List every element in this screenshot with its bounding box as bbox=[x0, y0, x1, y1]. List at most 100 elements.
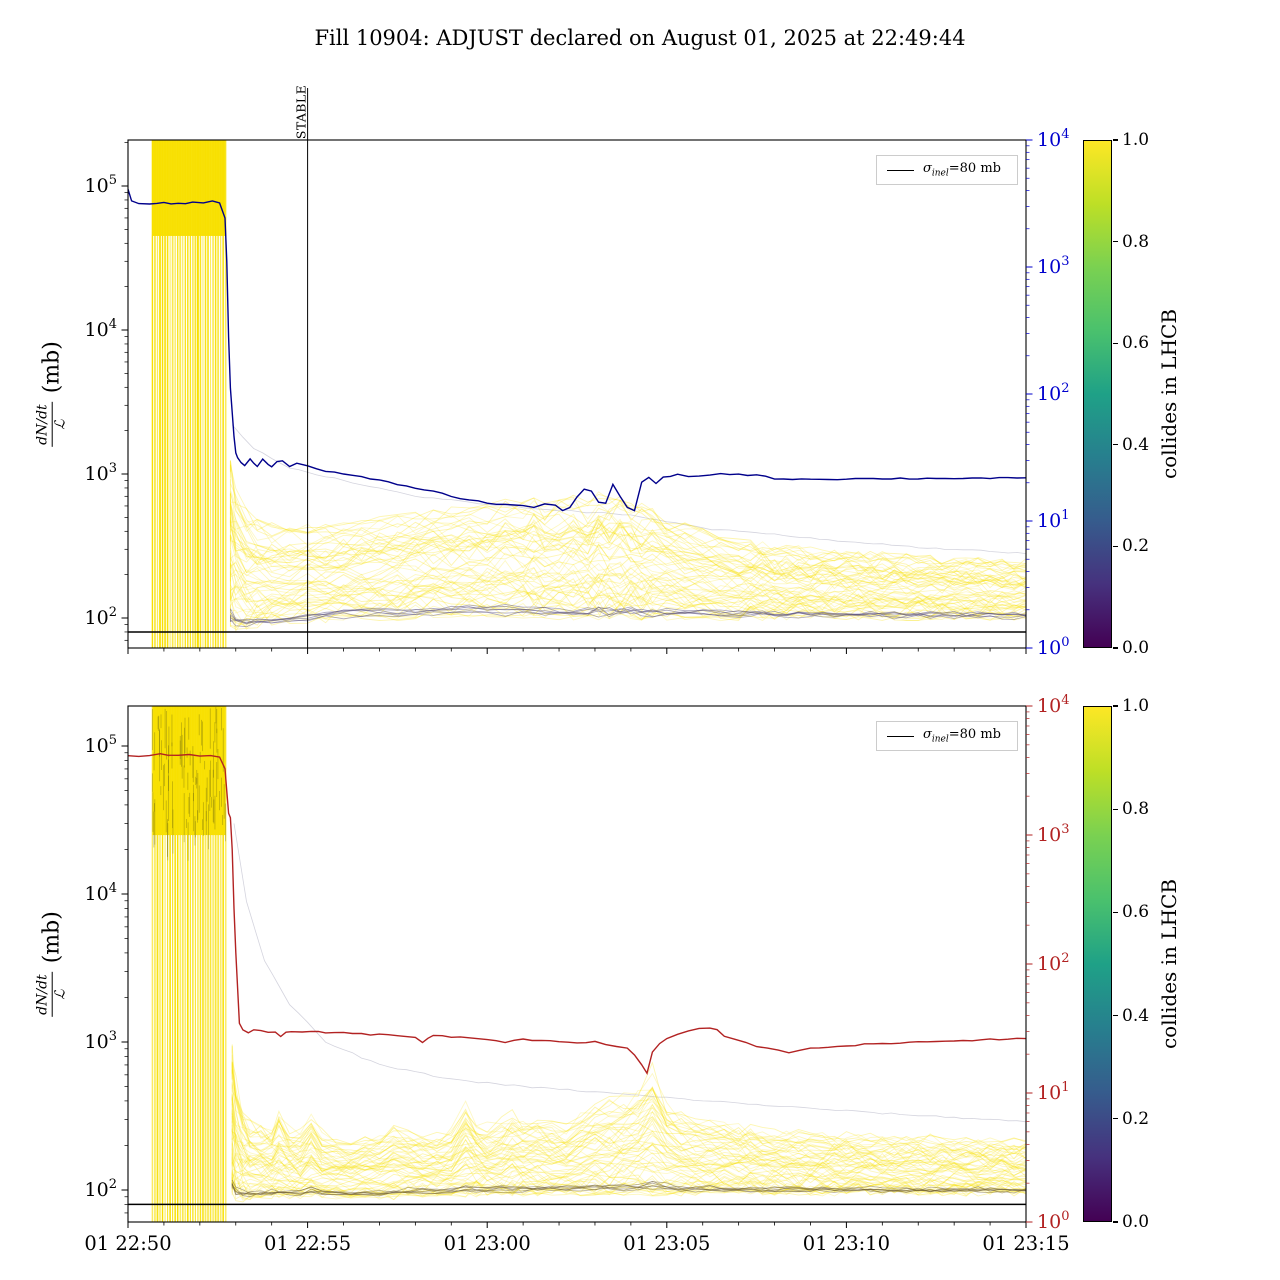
bundle-trace bbox=[229, 538, 1026, 595]
dndt-over-lumi-fraction: dN/dt ℒ bbox=[34, 972, 70, 1017]
right-y-tick-label: 102 bbox=[1037, 951, 1069, 975]
bundle-trace bbox=[229, 461, 1026, 570]
top-plot-data bbox=[128, 140, 1026, 648]
colorbar-tick-label: 1.0 bbox=[1122, 130, 1150, 150]
bundle-trace bbox=[231, 1141, 1026, 1181]
bundle-trace bbox=[229, 460, 1026, 570]
bundle-trace bbox=[229, 562, 1026, 610]
bundle-trace bbox=[229, 584, 1026, 617]
bundle-trace bbox=[231, 1137, 1026, 1187]
bottom-plot-axes: 01 22:50 01 22:55 01 23:00 01 23:05 01 23:10… bbox=[84, 693, 1069, 1255]
bundle-trace bbox=[231, 1160, 1026, 1187]
colorbar-tick-mark bbox=[1113, 1015, 1118, 1017]
right-y-tick-label: 101 bbox=[1037, 1080, 1069, 1104]
bundle-trace bbox=[231, 1120, 1026, 1175]
bundle-trace bbox=[229, 577, 1026, 612]
bundle-trace bbox=[229, 577, 1026, 614]
colorbar-tick-mark bbox=[1113, 444, 1118, 446]
bundle-trace bbox=[229, 460, 1026, 570]
bundle-trace bbox=[229, 562, 1026, 604]
bundle-trace bbox=[229, 566, 1026, 605]
bundle-trace bbox=[229, 491, 1026, 578]
bundle-trace bbox=[229, 493, 1026, 584]
right-y-tick-label: 104 bbox=[1037, 127, 1069, 151]
bundle-trace bbox=[231, 1061, 1026, 1151]
bundle-trace bbox=[229, 602, 1026, 631]
bundle-trace bbox=[231, 1094, 1026, 1163]
bundle-trace bbox=[229, 479, 1026, 580]
x-tick-label: 01 22:50 bbox=[84, 1232, 171, 1255]
bundle-trace bbox=[231, 1063, 1026, 1162]
bundle-trace bbox=[229, 528, 1026, 590]
bundle-trace bbox=[229, 588, 1026, 629]
bundle-trace bbox=[229, 503, 1026, 589]
bundle-trace bbox=[231, 1138, 1026, 1181]
bundle-trace bbox=[231, 1103, 1026, 1170]
bundle-trace bbox=[231, 1069, 1026, 1160]
bundle-trace bbox=[229, 570, 1026, 610]
bundle-trace bbox=[231, 1125, 1026, 1179]
legend-line-sample bbox=[887, 169, 914, 171]
bundle-trace bbox=[229, 557, 1026, 605]
bundle-trace bbox=[229, 585, 1026, 619]
bundle-trace bbox=[231, 1110, 1026, 1175]
colorbar-tick-mark bbox=[1113, 139, 1118, 141]
viridis-gradient bbox=[1083, 140, 1112, 648]
colorbar-tick-mark bbox=[1113, 1118, 1118, 1120]
sigma-subscript: inel bbox=[931, 168, 949, 179]
bundle-trace bbox=[231, 1045, 1026, 1147]
y-tick-label: 105 bbox=[85, 173, 117, 197]
bundle-trace bbox=[229, 590, 1026, 627]
stable-annotation: STABLE bbox=[293, 84, 309, 140]
bundle-trace bbox=[229, 520, 1026, 591]
bundle-trace bbox=[231, 1093, 1026, 1165]
bundle-trace bbox=[229, 503, 1026, 589]
bundle-trace bbox=[231, 1098, 1026, 1171]
viridis-gradient bbox=[1083, 706, 1112, 1222]
figure-title: Fill 10904: ADJUST declared on August 01… bbox=[314, 26, 966, 50]
bundle-trace bbox=[231, 1130, 1026, 1176]
bundle-trace bbox=[231, 1061, 1026, 1160]
x-tick-label: 01 23:15 bbox=[982, 1232, 1069, 1255]
bundle-trace bbox=[231, 1070, 1026, 1156]
bundle-trace bbox=[229, 531, 1026, 590]
bundle-trace bbox=[231, 1104, 1026, 1177]
right-y-tick-label: 100 bbox=[1037, 1209, 1069, 1233]
bundle-trace bbox=[231, 1155, 1026, 1191]
colorbar-tick-label: 1.0 bbox=[1122, 696, 1150, 716]
bundle-trace bbox=[229, 506, 1026, 585]
top-y-axis-label: dN/dt ℒ (mb) bbox=[34, 341, 70, 447]
bundle-trace bbox=[231, 1156, 1026, 1193]
legend-line-sample bbox=[887, 735, 914, 737]
bundle-trace bbox=[229, 521, 1026, 585]
bundle-trace bbox=[231, 1129, 1026, 1179]
colorbar-tick-label: 0.6 bbox=[1122, 902, 1150, 923]
bundle-trace bbox=[229, 493, 1026, 585]
fraction-denominator: ℒ bbox=[52, 419, 69, 430]
colorbar-tick-label: 0.4 bbox=[1122, 434, 1150, 455]
bundle-trace bbox=[231, 1128, 1026, 1180]
colorbar-tick-label: 0.8 bbox=[1122, 799, 1150, 820]
sigma-symbol: σ bbox=[923, 161, 932, 177]
bundle-trace bbox=[229, 499, 1026, 578]
sigma-value: =80 mb bbox=[948, 727, 1001, 743]
dark-bundle-trace bbox=[230, 610, 1026, 625]
colorbar-tick-mark bbox=[1113, 705, 1118, 707]
bottom-y-axis-label: dN/dt ℒ (mb) bbox=[34, 911, 70, 1017]
colorbar-tick-mark bbox=[1113, 241, 1118, 243]
y-axis-unit: (mb) bbox=[39, 911, 65, 964]
sigma-value: =80 mb bbox=[948, 161, 1001, 177]
colorbar-tick-label: 0.0 bbox=[1122, 638, 1150, 658]
colorbar-tick-mark bbox=[1113, 545, 1118, 547]
bundle-trace bbox=[229, 585, 1026, 617]
bundle-trace bbox=[231, 1157, 1026, 1188]
bundle-trace bbox=[231, 1114, 1026, 1176]
colorbar-tick-label: 0.2 bbox=[1122, 1108, 1150, 1129]
bundle-trace bbox=[231, 1098, 1026, 1171]
dark-bundle-trace bbox=[231, 1186, 1026, 1198]
bundle-trace bbox=[229, 580, 1026, 612]
burst-block bbox=[152, 140, 226, 236]
y-tick-label: 104 bbox=[85, 317, 117, 341]
legend-label: σinel=80 mb bbox=[923, 727, 1001, 745]
colorbar-tick-label: 0.2 bbox=[1122, 536, 1150, 557]
